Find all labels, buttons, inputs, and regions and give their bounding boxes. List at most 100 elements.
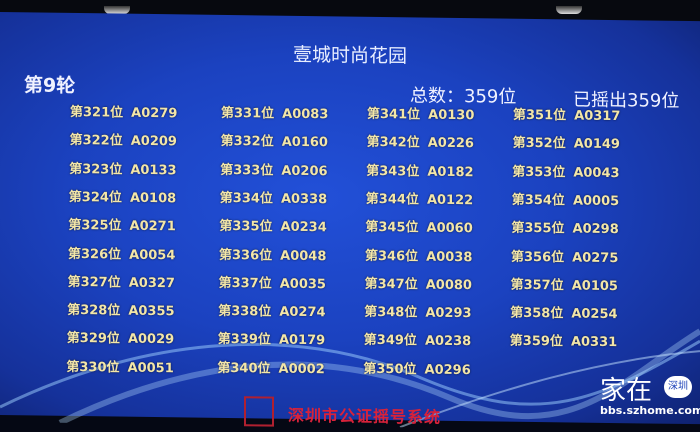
applicant-code: A0029 [127, 332, 175, 348]
decorative-wave [0, 328, 700, 429]
applicant-code: A0331 [570, 334, 618, 351]
rank-label: 第346位 [365, 248, 419, 264]
notary-seal-icon [244, 396, 274, 427]
result-entry: 第355位 A0298 [511, 217, 618, 237]
rank-label: 第334位 [219, 190, 273, 207]
rank-label: 第339位 [217, 332, 271, 348]
rank-label: 第337位 [218, 275, 272, 292]
rank-label: 第343位 [366, 163, 420, 180]
logo-main-text: 家在 [600, 376, 653, 406]
result-entry: 第349位 A0238 [364, 329, 471, 349]
applicant-code: A0108 [129, 190, 177, 207]
applicant-code: A0254 [571, 306, 618, 323]
applicant-code: A0182 [427, 164, 474, 180]
lottery-screen: 壹城时尚花园 第9轮 总数：359位 已摇出359位 第321位 A0279 第32… [0, 12, 700, 429]
result-entry: 第354位 A0005 [512, 189, 619, 209]
rank-label: 第333位 [220, 162, 274, 179]
applicant-code: A0206 [281, 163, 328, 179]
result-entry: 第350位 A0296 [363, 357, 470, 377]
result-entry: 第359位 A0331 [510, 330, 617, 350]
result-entry: 第325位 A0271 [68, 214, 175, 234]
result-entry: 第353位 A0043 [512, 160, 619, 180]
applicant-code: A0298 [572, 221, 619, 238]
applicant-code: A0209 [130, 134, 177, 150]
applicant-code: A0005 [572, 193, 620, 209]
applicant-code: A0130 [428, 107, 475, 124]
rank-label: 第325位 [68, 218, 122, 234]
result-entry: 第347位 A0080 [365, 273, 472, 293]
rank-label: 第355位 [511, 220, 565, 237]
rank-label: 第340位 [217, 360, 271, 377]
result-entry: 第335位 A0234 [219, 215, 326, 235]
result-entry: 第358位 A0254 [510, 302, 617, 322]
ceiling-lamp [556, 6, 582, 14]
result-entry: 第343位 A0182 [366, 159, 473, 179]
result-entry: 第342位 A0226 [367, 131, 474, 151]
result-entry: 第332位 A0160 [221, 130, 328, 150]
rank-label: 第344位 [365, 191, 419, 208]
result-entry: 第341位 A0130 [367, 103, 474, 123]
applicant-code: A0271 [129, 218, 176, 235]
result-entry: 第324位 A0108 [69, 186, 176, 206]
applicant-code: A0054 [129, 247, 176, 263]
result-entry: 第331位 A0083 [221, 102, 328, 122]
applicant-code: A0296 [424, 362, 471, 378]
rank-label: 第354位 [511, 192, 565, 209]
result-entry: 第352位 A0149 [513, 132, 620, 152]
round-label: 第9轮 [24, 74, 76, 97]
rank-label: 第357位 [510, 277, 564, 294]
applicant-code: A0317 [574, 108, 621, 125]
rank-label: 第330位 [66, 359, 120, 376]
rank-label: 第347位 [364, 276, 418, 293]
rank-label: 第338位 [218, 303, 272, 320]
result-entry: 第340位 A0002 [217, 357, 324, 377]
applicant-code: A0083 [282, 106, 329, 123]
rank-label: 第345位 [365, 219, 419, 236]
applicant-code: A0002 [278, 361, 325, 377]
result-entry: 第344位 A0122 [366, 188, 473, 208]
result-entry: 第328位 A0355 [67, 299, 174, 319]
rank-label: 第350位 [363, 361, 417, 378]
logo-badge: 深圳 [664, 376, 692, 398]
project-title: 壹城时尚花园 [292, 43, 407, 68]
result-entry: 第339位 A0179 [218, 328, 325, 348]
applicant-code: A0274 [279, 304, 326, 321]
rank-label: 第356位 [511, 249, 565, 265]
applicant-code: A0051 [127, 360, 174, 376]
result-entry: 第346位 A0038 [365, 244, 472, 264]
applicant-code: A0275 [572, 249, 619, 266]
applicant-code: A0234 [280, 219, 327, 236]
applicant-code: A0355 [128, 303, 175, 320]
result-entry: 第323位 A0133 [69, 157, 176, 177]
applicant-code: A0238 [424, 333, 472, 350]
result-entry: 第322位 A0209 [70, 129, 177, 149]
rank-label: 第324位 [68, 189, 122, 206]
applicant-code: A0149 [573, 136, 620, 153]
rank-label: 第358位 [510, 305, 564, 322]
applicant-code: A0293 [425, 305, 472, 322]
rank-label: 第329位 [66, 331, 120, 347]
applicant-code: A0160 [281, 134, 328, 151]
applicant-code: A0043 [573, 165, 620, 181]
result-entry: 第333位 A0206 [220, 158, 327, 178]
rank-label: 第323位 [69, 161, 123, 178]
rank-label: 第332位 [220, 134, 274, 150]
result-entry: 第334位 A0338 [220, 187, 327, 207]
result-entry: 第338位 A0274 [218, 300, 325, 320]
result-entry: 第329位 A0029 [67, 327, 174, 347]
result-entry: 第327位 A0327 [68, 271, 175, 291]
result-entry: 第326位 A0054 [68, 242, 175, 262]
result-entry: 第321位 A0279 [70, 101, 177, 121]
result-entry: 第330位 A0051 [66, 356, 173, 376]
result-entry: 第336位 A0048 [219, 243, 326, 263]
applicant-code: A0338 [280, 191, 328, 208]
applicant-code: A0327 [128, 275, 175, 292]
applicant-code: A0080 [425, 277, 472, 293]
result-entry: 第337位 A0035 [219, 272, 326, 292]
ceiling-lamp [104, 6, 130, 14]
rank-label: 第336位 [219, 247, 273, 264]
result-entry: 第357位 A0105 [511, 273, 618, 293]
applicant-code: A0105 [571, 278, 618, 294]
rank-label: 第331位 [221, 105, 275, 122]
rank-label: 第352位 [512, 136, 566, 152]
